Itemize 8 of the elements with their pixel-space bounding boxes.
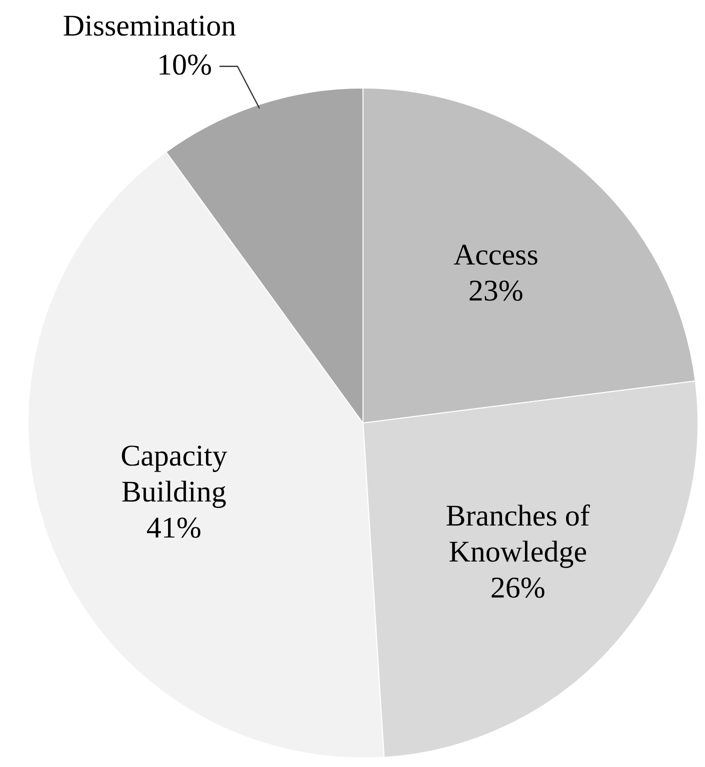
slice-label: Dissemination (62, 9, 236, 42)
slice-label: Capacity Building (120, 440, 228, 509)
data-label: 41% (146, 512, 202, 545)
slice-label: Branches of Knowledge (446, 500, 590, 569)
data-label: 10% (156, 48, 212, 82)
data-label: 26% (490, 572, 546, 605)
slice-label: Access (453, 238, 538, 272)
data-label: 23% (468, 274, 524, 308)
